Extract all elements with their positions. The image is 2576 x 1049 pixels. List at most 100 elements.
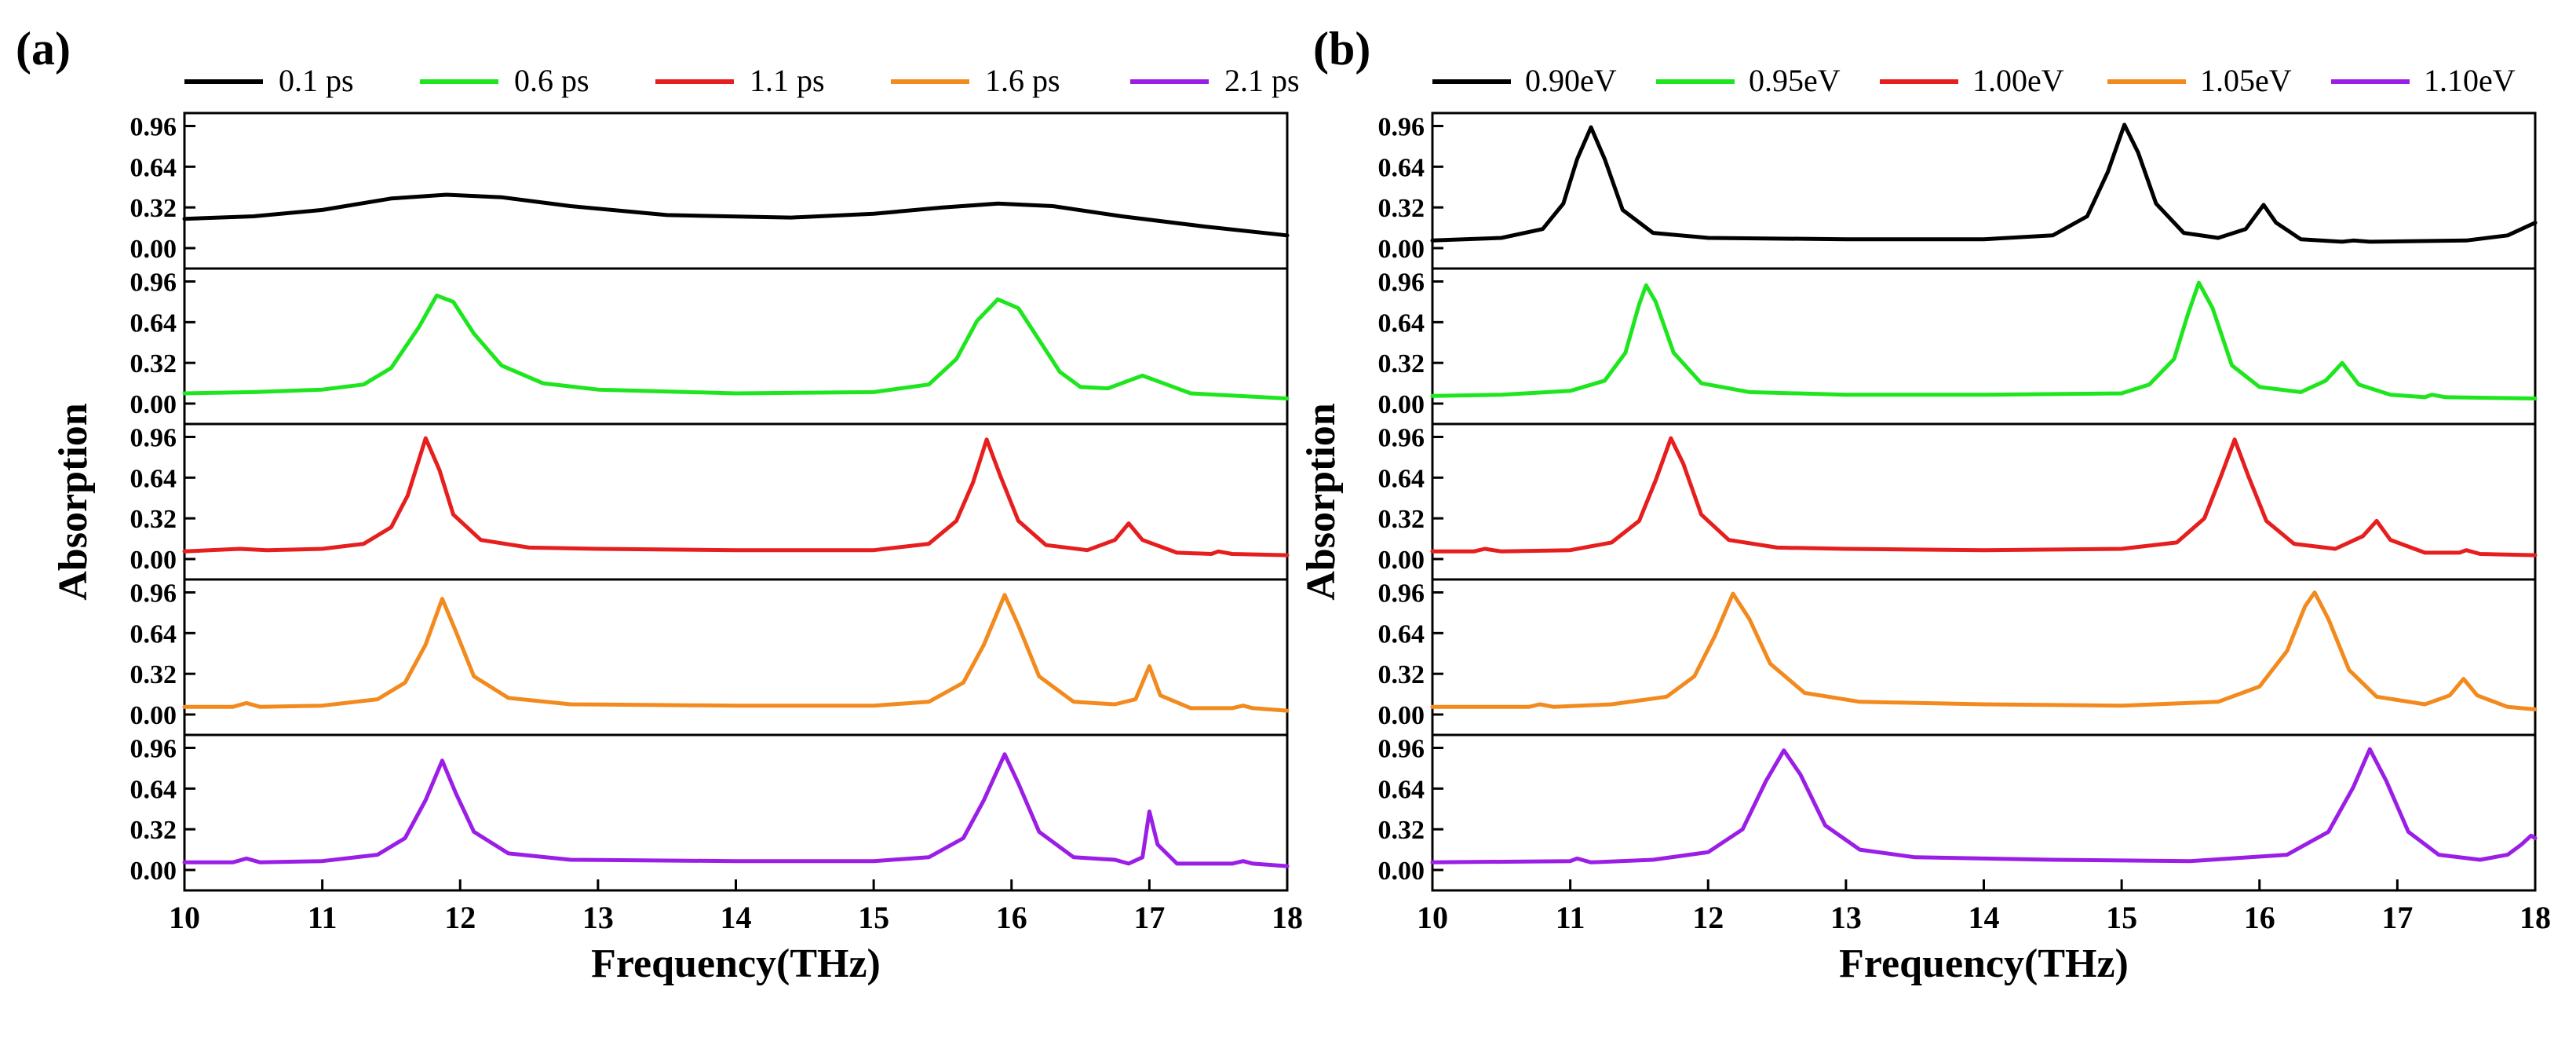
y-tick-label: 0.00 (1378, 235, 1425, 264)
subplot: 0.00 0.32 0.64 0.96 (130, 111, 1290, 270)
y-tick-label: 0.32 (130, 194, 177, 223)
subplot-frame (183, 422, 1289, 581)
series-line (1430, 747, 2538, 864)
series-line (1430, 122, 2538, 244)
series-line (182, 192, 1290, 238)
x-tick-label: 13 (582, 900, 614, 935)
x-tick-label: 17 (1133, 900, 1165, 935)
legend-label: 1.00eV (1972, 63, 2064, 98)
subplot-frame (183, 733, 1289, 892)
y-tick-label: 0.32 (1378, 660, 1425, 689)
y-tick-label: 0.32 (1378, 194, 1425, 223)
x-tick-label: 18 (1272, 900, 1303, 935)
y-axis-title: Absorption (51, 403, 96, 600)
series-line (182, 752, 1290, 868)
x-axis-title: Frequency(THz) (1839, 941, 2129, 986)
subplot-frame (1431, 267, 2537, 426)
x-tick-label: 11 (308, 900, 338, 935)
subplot-frame (183, 267, 1289, 426)
y-tick-label: 0.64 (1378, 620, 1425, 649)
y-tick-label: 0.96 (1378, 579, 1425, 608)
x-tick-label: 12 (444, 900, 476, 935)
subplot-frame (1431, 111, 2537, 270)
y-tick-label: 0.00 (130, 390, 177, 419)
y-tick-label: 0.96 (130, 268, 177, 297)
subplot-frame (1431, 733, 2537, 892)
subplot: 0.00 0.32 0.64 0.96 (1378, 111, 2538, 270)
subplot: 0.00 0.32 0.64 0.96 (130, 733, 1290, 892)
subplot: 0.00 0.32 0.64 0.96 (1378, 733, 2538, 892)
y-tick-label: 0.96 (130, 112, 177, 141)
y-tick-label: 0.64 (130, 153, 177, 182)
series-line (1430, 590, 2538, 711)
x-tick-label: 14 (721, 900, 752, 935)
subplot-frame (183, 578, 1289, 736)
x-tick-label: 10 (1417, 900, 1448, 935)
y-tick-label: 0.64 (1378, 464, 1425, 493)
y-tick-label: 0.96 (1378, 734, 1425, 763)
y-tick-label: 0.64 (130, 620, 177, 649)
y-tick-label: 0.64 (130, 309, 177, 338)
legend-label: 1.1 ps (750, 63, 825, 98)
y-tick-label: 0.32 (1378, 816, 1425, 845)
subplot: 0.00 0.32 0.64 0.96 (130, 267, 1290, 426)
subplot: 0.00 0.32 0.64 0.96 (130, 422, 1290, 581)
subplot-frame (1431, 422, 2537, 581)
series-line (182, 293, 1290, 400)
y-tick-label: 0.00 (130, 857, 177, 886)
x-tick-label: 18 (2519, 900, 2551, 935)
legend: 0.90eV 0.95eV 1.00eV 1.05eV 1.10eV (1432, 63, 2516, 98)
panel-0: (a) 0.1 ps 0.6 ps 1.1 ps 1.6 ps 2.1 ps 0.00 0.3… (16, 23, 1303, 986)
legend-label: 0.6 ps (514, 63, 589, 98)
x-axis-title: Frequency(THz) (591, 941, 881, 986)
y-tick-label: 0.96 (1378, 112, 1425, 141)
x-tick-label: 13 (1830, 900, 1862, 935)
subplot: 0.00 0.32 0.64 0.96 (130, 578, 1290, 736)
y-tick-label: 0.32 (1378, 505, 1425, 534)
y-tick-label: 0.64 (130, 775, 177, 804)
x-tick-label: 14 (1968, 900, 2000, 935)
legend-label: 1.05eV (2200, 63, 2292, 98)
legend-label: 0.1 ps (279, 63, 354, 98)
panel-label: (b) (1313, 23, 1370, 75)
y-tick-label: 0.00 (1378, 390, 1425, 419)
legend-label: 0.95eV (1749, 63, 1841, 98)
series-line (182, 436, 1290, 557)
y-tick-label: 0.64 (1378, 775, 1425, 804)
y-tick-label: 0.96 (1378, 423, 1425, 452)
panel-1: (b) 0.90eV 0.95eV 1.00eV 1.05eV 1.10eV 0.00 0.3… (1299, 23, 2551, 986)
y-tick-label: 0.96 (130, 579, 177, 608)
x-tick-label: 16 (996, 900, 1027, 935)
panel-label: (a) (16, 23, 71, 75)
x-tick-label: 17 (2381, 900, 2413, 935)
legend: 0.1 ps 0.6 ps 1.1 ps 1.6 ps 2.1 ps (184, 63, 1300, 98)
y-tick-label: 0.00 (130, 235, 177, 264)
x-tick-label: 11 (1556, 900, 1585, 935)
y-tick-label: 0.32 (130, 816, 177, 845)
x-tick-label: 16 (2244, 900, 2275, 935)
y-axis-title: Absorption (1299, 403, 1344, 600)
x-tick-label: 10 (169, 900, 200, 935)
legend-label: 2.1 ps (1224, 63, 1300, 98)
subplot-frame (183, 111, 1289, 270)
y-tick-label: 0.32 (130, 660, 177, 689)
y-tick-label: 0.64 (1378, 309, 1425, 338)
y-tick-label: 0.96 (130, 423, 177, 452)
subplot-frame (1431, 578, 2537, 736)
y-tick-label: 0.00 (1378, 701, 1425, 730)
x-tick-label: 15 (858, 900, 889, 935)
y-tick-label: 0.96 (130, 734, 177, 763)
y-tick-label: 0.00 (130, 701, 177, 730)
y-tick-label: 0.64 (1378, 153, 1425, 182)
x-tick-label: 15 (2106, 900, 2137, 935)
y-tick-label: 0.96 (1378, 268, 1425, 297)
series-line (182, 593, 1290, 713)
legend-label: 1.6 ps (985, 63, 1060, 98)
y-tick-label: 0.32 (130, 505, 177, 534)
legend-label: 1.10eV (2424, 63, 2516, 98)
subplot: 0.00 0.32 0.64 0.96 (1378, 578, 2538, 736)
y-tick-label: 0.32 (1378, 349, 1425, 378)
y-tick-label: 0.32 (130, 349, 177, 378)
legend-label: 0.90eV (1525, 63, 1617, 98)
subplot: 0.00 0.32 0.64 0.96 (1378, 422, 2538, 581)
